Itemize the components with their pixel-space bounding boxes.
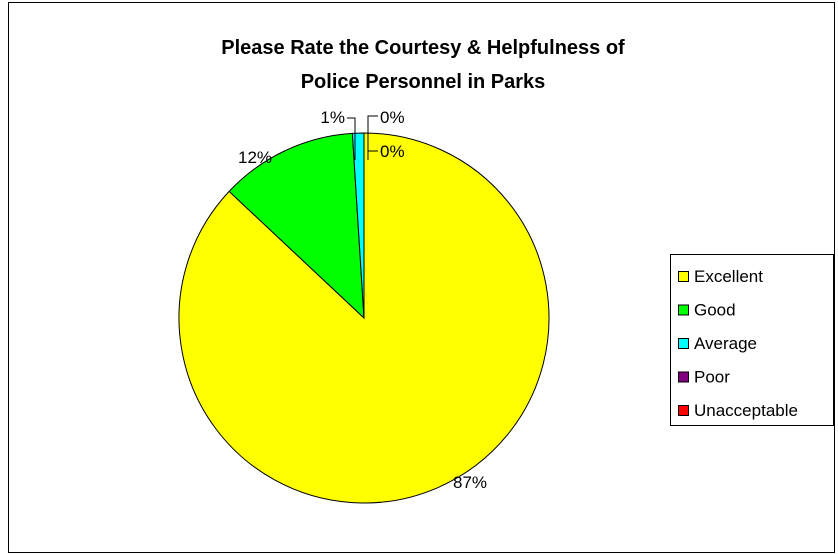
- legend-swatch-unacceptable: [678, 405, 689, 416]
- data-label-excellent: 87%: [453, 473, 487, 492]
- data-label-good: 12%: [238, 148, 272, 167]
- chart-title-line-2: Police Personnel in Parks: [301, 71, 546, 93]
- data-label-unacceptable: 0%: [380, 142, 405, 161]
- legend-label-good: Good: [694, 301, 736, 320]
- legend-label-unacceptable: Unacceptable: [694, 401, 798, 420]
- legend-swatch-excellent: [678, 271, 689, 282]
- legend-box: [670, 254, 834, 426]
- leader-line-average: [347, 117, 356, 160]
- data-label-poor: 0%: [380, 108, 405, 127]
- pie-slice-good: [228, 132, 365, 320]
- legend-label-excellent: Excellent: [694, 267, 763, 286]
- legend-swatch-poor: [678, 371, 689, 383]
- legend: Excellent Good Average Poor Unacceptable: [670, 254, 834, 426]
- legend-swatch-good: [678, 304, 689, 316]
- data-labels: 87% 12% 1% 0% 0%: [238, 108, 487, 492]
- pie-slices: [178, 132, 550, 504]
- leader-line-poor: [367, 115, 378, 160]
- legend-swatch-average: [678, 338, 689, 349]
- chart-title-line-1: Please Rate the Courtesy & Helpfulness o…: [221, 37, 625, 59]
- data-label-average: 1%: [320, 108, 345, 127]
- legend-label-average: Average: [694, 334, 757, 353]
- leader-lines: [347, 115, 378, 160]
- legend-label-poor: Poor: [694, 368, 730, 387]
